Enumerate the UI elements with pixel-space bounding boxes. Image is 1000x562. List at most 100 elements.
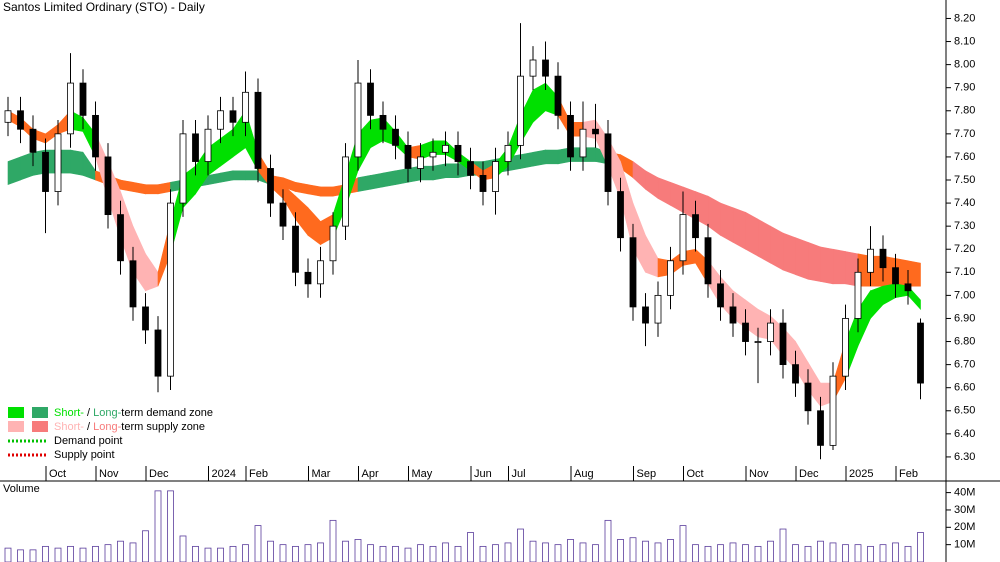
volume-bar — [192, 545, 199, 562]
x-tick-label: Dec — [149, 468, 169, 480]
candle-body — [342, 156, 349, 227]
volume-bar — [17, 549, 24, 562]
candle-body — [842, 318, 849, 377]
candle-body — [267, 168, 274, 204]
candle-body — [17, 110, 24, 130]
candle-body — [454, 144, 462, 162]
volume-bar — [667, 539, 674, 562]
candle-body — [904, 283, 912, 292]
x-tick-label: Apr — [362, 468, 379, 480]
volume-bar — [754, 545, 762, 562]
long-band — [157, 181, 171, 195]
long-band — [520, 151, 534, 169]
long-band — [320, 186, 334, 197]
volume-bar — [479, 545, 487, 562]
long-band — [432, 163, 446, 181]
candle-body — [854, 271, 862, 319]
volume-bar — [67, 545, 74, 562]
long-band — [370, 172, 384, 190]
candle-body — [204, 128, 212, 162]
volume-bar — [429, 545, 437, 562]
volume-bar — [892, 542, 899, 562]
y-tick-label: 7.00 — [954, 289, 975, 301]
candle-body — [717, 283, 724, 308]
x-tick-label: Dec — [799, 468, 819, 480]
long-band — [232, 170, 246, 181]
x-tick-label: 2024 — [212, 468, 236, 480]
volume-tick-label: 30M — [954, 504, 975, 516]
volume-bar — [217, 547, 224, 562]
volume-bar — [917, 532, 924, 562]
y-tick-label: 8.00 — [954, 59, 975, 71]
volume-bar — [279, 544, 287, 562]
candle-body — [354, 82, 362, 158]
volume-label: Volume — [3, 483, 40, 495]
y-tick-label: 7.20 — [954, 243, 975, 255]
long-band — [807, 241, 821, 282]
candle-body — [67, 82, 74, 135]
long-band — [145, 184, 159, 195]
x-tick-label: Feb — [249, 468, 268, 480]
legend-label: Short- / Long-term supply zone — [54, 421, 205, 433]
candle-body — [917, 322, 924, 384]
candle-body — [667, 260, 674, 296]
candle-body — [729, 306, 737, 324]
x-tick-label: Mar — [312, 468, 331, 480]
volume-tick-label: 40M — [954, 487, 975, 499]
x-tick-label: Jul — [512, 468, 526, 480]
x-tick-label: Oct — [49, 468, 66, 480]
candle-body — [379, 114, 387, 130]
long-band — [732, 207, 746, 250]
volume-bar — [142, 530, 149, 562]
volume-bar — [779, 528, 787, 562]
candle-body — [754, 341, 762, 343]
candle-body — [417, 156, 424, 169]
y-tick-label: 7.40 — [954, 197, 975, 209]
volume-bar — [692, 544, 699, 562]
volume-bar — [204, 547, 212, 562]
y-tick-label: 7.10 — [954, 266, 975, 278]
volume-bar — [717, 544, 724, 562]
legend-swatch — [32, 407, 48, 418]
volume-bar — [817, 540, 824, 562]
volume-bar — [4, 547, 12, 562]
long-band — [757, 218, 771, 264]
candles — [4, 23, 924, 460]
volume-bar — [92, 545, 99, 562]
volume-bar — [367, 544, 374, 562]
chart-title: Santos Limited Ordinary (STO) - Daily — [3, 0, 205, 14]
candle-body — [492, 161, 499, 192]
candle-body — [504, 144, 512, 162]
volume-bar — [767, 540, 774, 562]
candle-body — [629, 237, 637, 308]
legend-sep: / — [84, 421, 93, 433]
volume-bar — [467, 532, 474, 562]
volume-bar — [567, 539, 574, 562]
volume-bar — [267, 540, 274, 562]
long-band — [445, 163, 459, 178]
long-band — [207, 172, 221, 185]
volume-bar — [242, 544, 249, 562]
volume-panel — [4, 490, 924, 562]
y-tick-label: 6.50 — [954, 405, 975, 417]
candle-body — [392, 128, 399, 146]
y-tick-label: 7.50 — [954, 174, 975, 186]
volume-bar — [542, 542, 549, 562]
x-tick-label: May — [412, 468, 433, 480]
y-tick-label: 7.60 — [954, 151, 975, 163]
volume-bar — [504, 542, 512, 562]
candle-body — [192, 133, 199, 162]
volume-bar — [592, 544, 599, 562]
candle-body — [892, 267, 899, 285]
volume-bar — [829, 542, 837, 562]
volume-bar — [104, 544, 112, 562]
candle-body — [317, 260, 324, 285]
volume-bar — [679, 525, 687, 562]
y-tick-label: 7.90 — [954, 82, 975, 94]
legend-label: Supply point — [54, 449, 115, 461]
volume-bar — [617, 539, 624, 562]
x-tick-label: Oct — [687, 468, 704, 480]
volume-bar — [742, 544, 749, 562]
candle-body — [542, 59, 549, 77]
legend-text: term supply zone — [121, 421, 205, 433]
